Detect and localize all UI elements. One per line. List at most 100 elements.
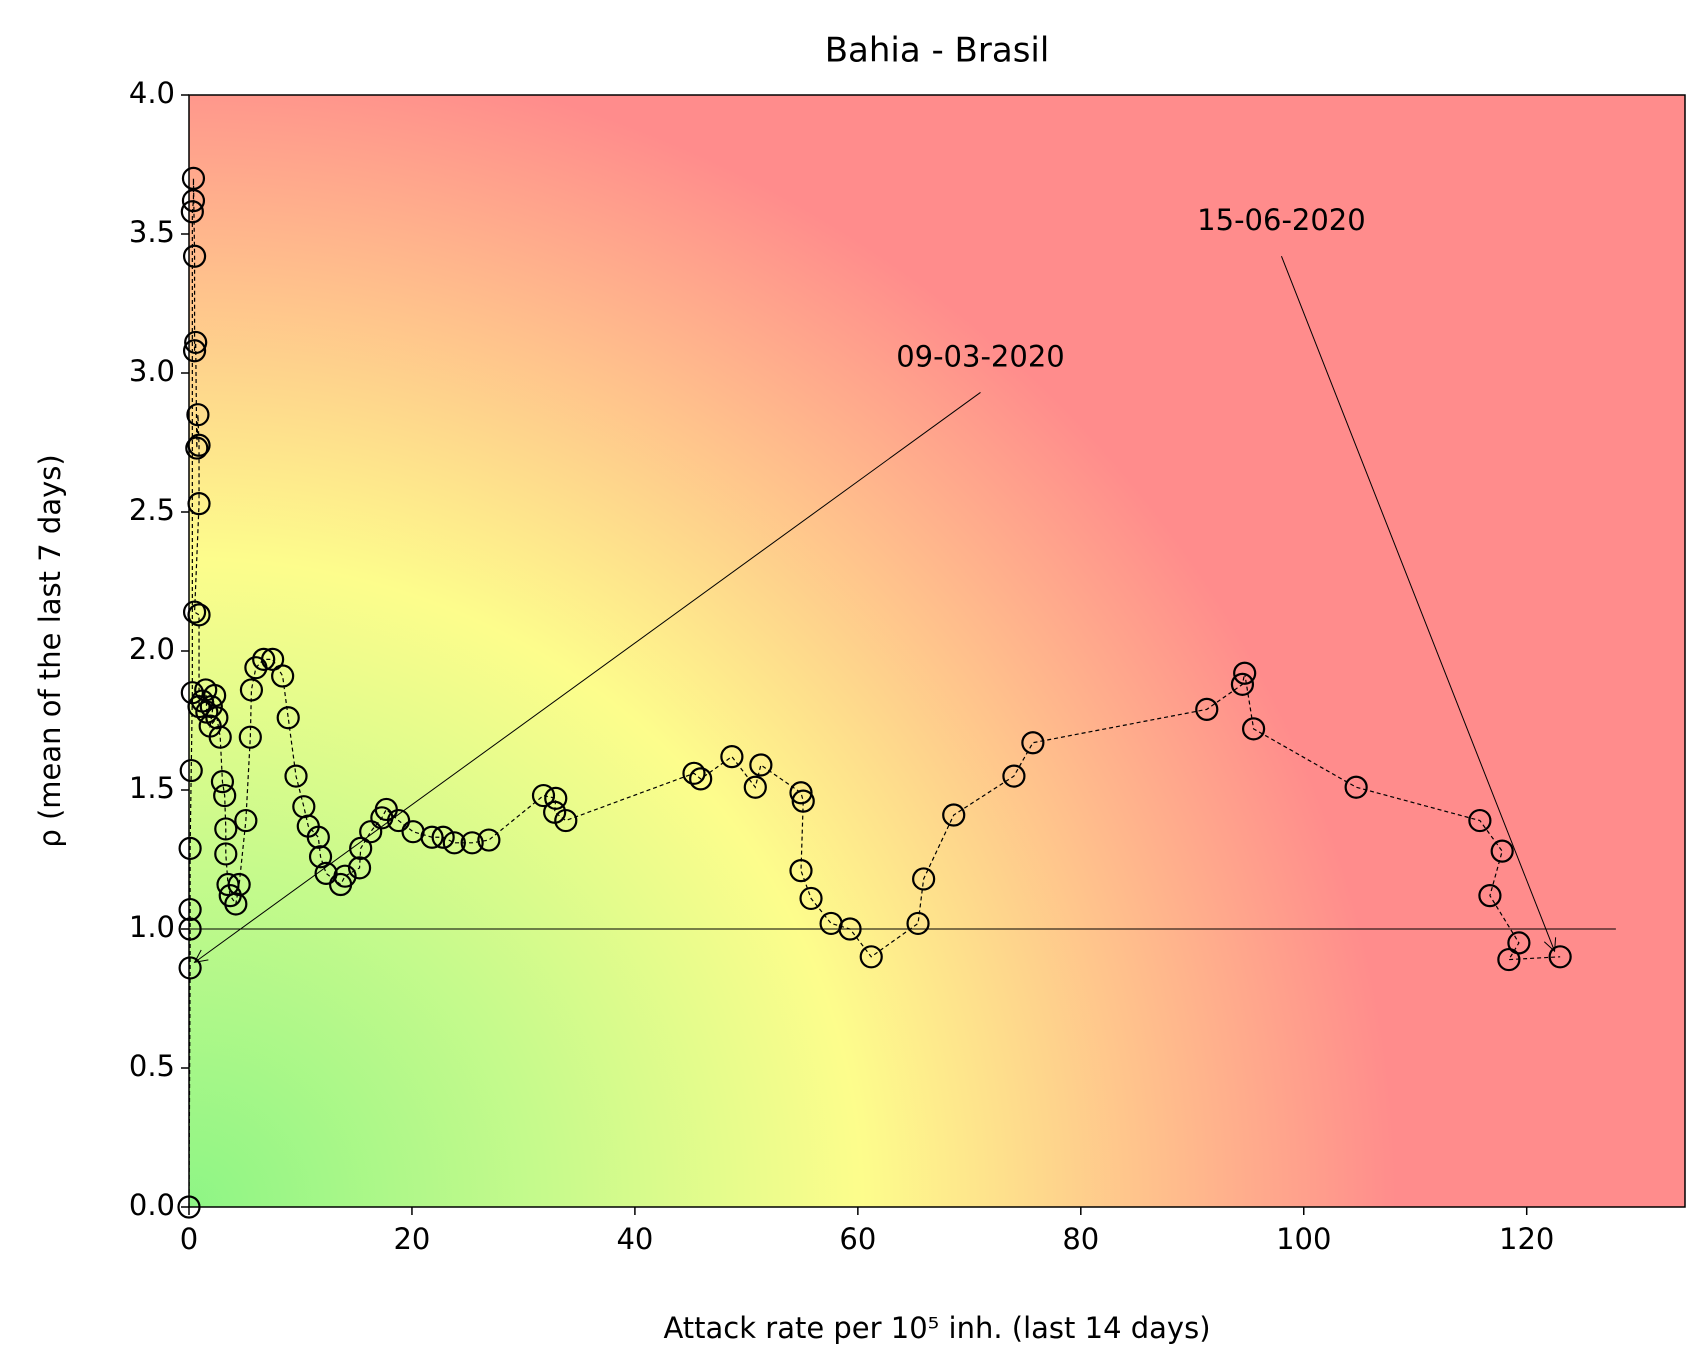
data-point (1230, 672, 1255, 696)
data-point (227, 872, 251, 897)
data-point (749, 753, 773, 777)
y-tick-label: 1.0 (129, 910, 175, 944)
data-point (554, 808, 578, 833)
data-point (431, 825, 455, 849)
x-tick-label: 120 (1499, 1222, 1554, 1256)
data-point (1490, 839, 1514, 863)
data-point (859, 945, 883, 969)
data-point (420, 825, 444, 849)
data-point (1241, 717, 1266, 741)
data-point (1497, 947, 1521, 972)
y-tick-label: 4.0 (129, 76, 175, 110)
data-point (234, 808, 258, 833)
y-tick-label: 0.5 (129, 1049, 175, 1083)
data-point (477, 828, 501, 852)
data-point (689, 767, 713, 791)
x-tick-label: 0 (180, 1222, 198, 1256)
data-point (791, 789, 815, 813)
data-point (386, 808, 411, 833)
data-point (214, 817, 238, 841)
data-point (333, 864, 357, 888)
data-point (252, 647, 276, 671)
annotation-arrow (194, 392, 981, 963)
data-point (460, 831, 484, 855)
data-point (271, 664, 295, 688)
data-point (238, 725, 262, 749)
y-tick-label: 2.0 (129, 632, 175, 666)
data-point (1002, 764, 1026, 788)
data-point (306, 825, 330, 849)
data-point (199, 694, 223, 719)
data-point (216, 872, 240, 897)
annotation-label: 09-03-2020 (896, 339, 1065, 373)
data-point (182, 339, 207, 363)
data-point (276, 706, 300, 730)
data-point (239, 678, 264, 702)
data-point (838, 917, 862, 941)
plot-frame (188, 94, 1686, 1208)
data-point (284, 764, 308, 788)
data-point (186, 403, 210, 427)
data-point (181, 166, 206, 190)
data-point (181, 189, 206, 213)
y-tick-label: 0.0 (129, 1188, 175, 1222)
annotation-arrowhead (193, 949, 209, 964)
data-point (308, 845, 333, 869)
data-point (182, 600, 207, 624)
annotation-arrowhead (1543, 937, 1557, 953)
data-point (720, 745, 744, 769)
data-point (1478, 884, 1502, 908)
data-point (1195, 697, 1219, 721)
data-point (906, 911, 930, 936)
data-point (1507, 931, 1531, 955)
data-point (208, 725, 232, 749)
data-point (743, 775, 767, 799)
y-tick-label: 3.0 (129, 354, 175, 388)
data-point (347, 856, 372, 880)
annotation-arrow (1280, 256, 1556, 952)
chart-title: Bahia - Brasil (825, 31, 1050, 71)
data-point (184, 330, 208, 355)
data-point (359, 820, 383, 844)
plot-background (189, 95, 1685, 1207)
y-tick-label: 3.5 (129, 215, 175, 249)
data-point (178, 917, 202, 941)
x-tick-label: 60 (839, 1222, 876, 1256)
data-point (789, 859, 813, 883)
data-point (179, 758, 203, 783)
data-point (531, 783, 556, 808)
data-point (178, 836, 202, 860)
data-point (544, 786, 568, 810)
x-tick-label: 80 (1062, 1222, 1099, 1256)
data-point (1344, 775, 1368, 799)
data-point (213, 783, 237, 808)
data-point (178, 897, 202, 922)
data-point (1548, 945, 1572, 969)
data-point (1233, 661, 1257, 685)
data-point (682, 761, 706, 785)
data-point (185, 436, 209, 460)
data-point (210, 770, 235, 794)
y-tick-label: 2.5 (129, 493, 175, 527)
data-point (789, 781, 813, 805)
data-point (261, 647, 285, 671)
annotation-label: 15-06-2020 (1197, 203, 1366, 237)
x-tick-label: 20 (393, 1222, 430, 1256)
data-point (942, 803, 966, 827)
data-point (314, 861, 338, 886)
data-point (178, 956, 202, 980)
data-point (180, 200, 204, 224)
data-point (349, 836, 373, 860)
x-tick-label: 40 (616, 1222, 653, 1256)
data-point (799, 886, 823, 911)
x-axis-label: Attack rate per 10⁵ inh. (last 14 days) (663, 1311, 1210, 1345)
data-point (182, 244, 207, 268)
data-point (214, 842, 238, 866)
data-point (203, 683, 227, 708)
data-point (912, 867, 936, 891)
y-tick-label: 1.5 (129, 771, 175, 805)
y-axis-label: ρ (mean of the last 7 days) (33, 454, 67, 847)
data-point (442, 831, 466, 855)
x-tick-label: 100 (1276, 1222, 1331, 1256)
